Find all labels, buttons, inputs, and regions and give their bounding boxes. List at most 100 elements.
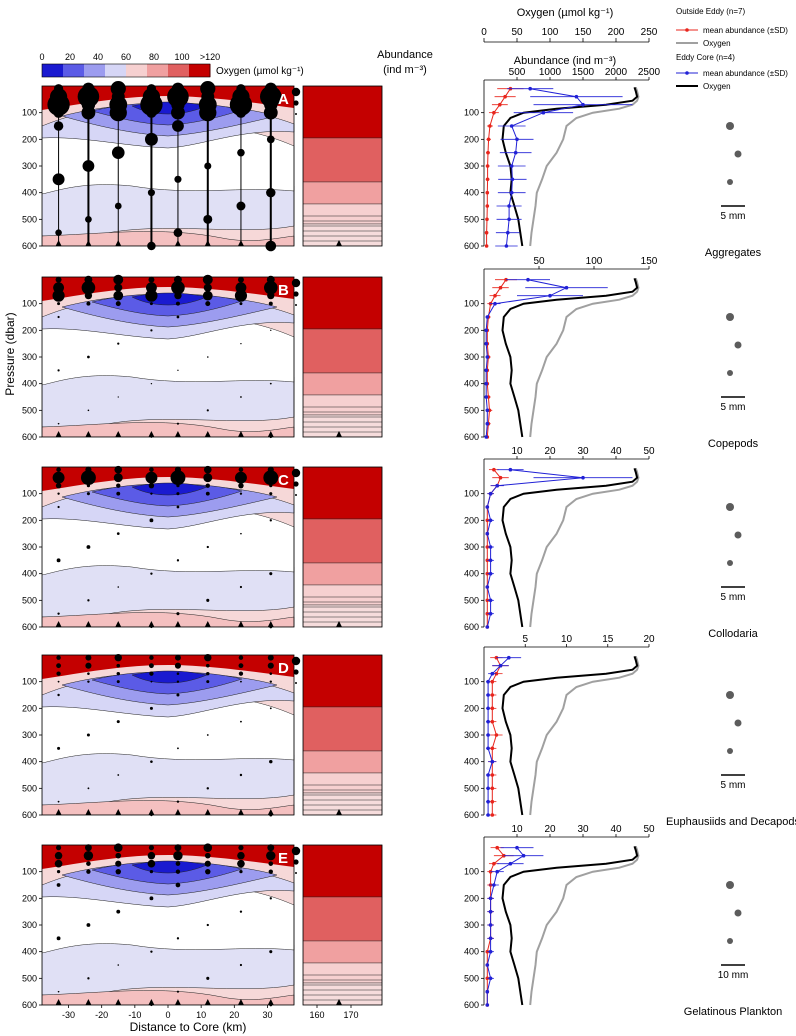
abundance-point (488, 976, 493, 981)
abundance-bubble (55, 482, 62, 489)
abundance-bubble (177, 747, 179, 750)
station-marker (115, 999, 122, 1005)
abundance-point (484, 368, 488, 373)
abundance-bubble (239, 773, 243, 777)
profile-pressure-tick-label: 500 (464, 973, 479, 983)
abundance-bubble (150, 382, 153, 385)
abundance-axis-label: Abundance (ind m⁻³) (514, 55, 616, 67)
pressure-tick-label: 600 (22, 241, 37, 251)
oxygen-line-outside (529, 277, 640, 438)
abundance-bubble (235, 107, 247, 118)
station-marker (204, 431, 211, 437)
oxygen-colorbar: 0 20 40 60 80 100 >120 Oxygen (µmol kg⁻¹) (39, 52, 304, 78)
abundance-bubble (239, 585, 243, 589)
abundance-tick-label: 10 (511, 446, 523, 457)
panel-letter: A (278, 91, 289, 108)
pressure-tick-label: 100 (22, 108, 37, 118)
profile-pressure-tick-label: 400 (464, 947, 479, 957)
abundance-point (488, 558, 493, 563)
abundance-bubble (237, 276, 244, 283)
abundance-bubble (56, 936, 61, 941)
abundance-point (492, 110, 496, 115)
abundance-point (488, 571, 493, 576)
pressure-tick-label: 300 (22, 352, 37, 362)
abundance-bubble (172, 120, 184, 132)
profile-pressure-tick-label: 300 (464, 542, 479, 552)
abundance-bubble (57, 680, 60, 683)
abundance-tick-label: 10 (561, 634, 573, 645)
abundance-bubble (203, 473, 213, 483)
abundance-bubble (269, 519, 272, 522)
oxygen-line-core (501, 467, 639, 628)
abundance-tick-label: 50 (643, 824, 655, 835)
abundance-point (513, 150, 518, 155)
abundance-bubble (53, 107, 64, 118)
taxon-label: Copepods (708, 438, 759, 450)
abundance-bubble (269, 492, 273, 496)
abundance-bubble (203, 465, 212, 474)
abundance-bubble (205, 301, 211, 307)
abundance-tick-label: 40 (610, 446, 622, 457)
specimen-image (734, 150, 742, 158)
abundance-bubble (57, 612, 60, 615)
far-station-contours (303, 467, 383, 627)
colorbar-tick-label: >120 (200, 52, 220, 62)
abundance-bubble (148, 276, 155, 283)
oxygen-line-outside (529, 845, 640, 1006)
abundance-bubble (176, 612, 180, 616)
profile-pressure-tick-label: 400 (464, 188, 479, 198)
abundance-bubble (203, 283, 212, 292)
abundance-bubble (117, 774, 120, 776)
profile-pressure-tick-label: 500 (464, 783, 479, 793)
abundance-tick-label: 30 (577, 446, 589, 457)
abundance-bubble (55, 229, 62, 236)
specimen-image (734, 909, 742, 917)
abundance-point (490, 719, 495, 724)
abundance-bubble (86, 923, 91, 927)
size-legend-bubble (291, 87, 301, 97)
abundance-bubble (269, 950, 273, 954)
panel-A: A100200300400500600200050010500100015002… (22, 67, 762, 259)
far-station-panel (302, 85, 383, 247)
abundance-bubble (115, 852, 122, 859)
abundance-bubble (116, 680, 120, 684)
far-station-contours (303, 845, 383, 1005)
abundance-bubble (81, 105, 96, 120)
taxon-column: 5 mm Copepods (708, 313, 759, 450)
abundance-bubble (176, 422, 180, 425)
legend-outside-oxygen: Oxygen (703, 39, 731, 48)
abundance-point (485, 585, 490, 589)
abundance-bubble (204, 162, 212, 170)
abundance-point (486, 813, 490, 817)
abundance-bubble (268, 301, 273, 306)
pressure-tick-label: 200 (22, 134, 37, 144)
abundance-point (488, 923, 493, 927)
abundance-bubble (115, 868, 121, 875)
abundance-point (484, 244, 489, 248)
abundance-bubble (84, 292, 93, 300)
abundance-bubble (173, 228, 183, 238)
distance-axis-label: Distance to Core (km) (130, 1020, 247, 1034)
abundance-point (488, 545, 493, 549)
panel-letter: B (278, 282, 289, 299)
section-contours (42, 655, 295, 815)
abundance-bubble (175, 301, 180, 306)
abundance-point (521, 853, 526, 858)
abundance-point (484, 381, 488, 386)
oxygen-axis-label: Oxygen (µmol kg⁻¹) (517, 7, 614, 19)
abundance-point (490, 706, 495, 711)
abundance-point (490, 759, 495, 764)
legend-outside-mean: mean abundance (±SD) (703, 26, 788, 35)
abundance-point (541, 110, 546, 115)
panel-letter: D (278, 660, 289, 677)
abundance-bubble (57, 422, 60, 425)
abundance-bubble (57, 302, 61, 306)
abundance-point (485, 505, 490, 509)
far-band-0 (303, 845, 383, 898)
abundance-bubble (114, 653, 122, 662)
abundance-bubble (56, 870, 61, 874)
section-panel: E 100 200 300 400 500 600 -30 -20 -10 0 10 20 30 (22, 843, 295, 1020)
abundance-bubble (147, 859, 156, 868)
abundance-bubble (57, 369, 60, 372)
abundance-bubble (270, 329, 272, 332)
